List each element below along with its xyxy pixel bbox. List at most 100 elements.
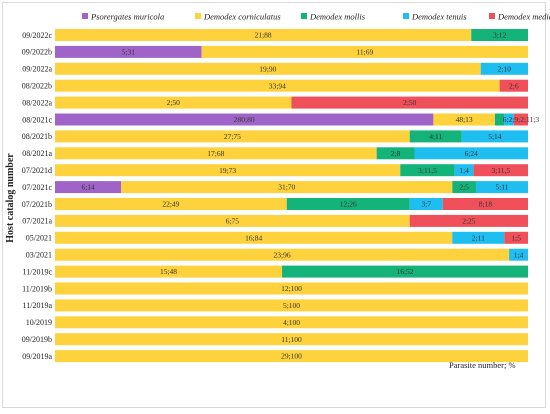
bar-segment-12-2 [504, 231, 528, 244]
bar-label-2-1: 2;10 [498, 64, 512, 73]
bar-label-8-2: 1;4 [459, 166, 469, 175]
category-label-8: 07/2021d [22, 166, 52, 175]
bar-label-2-0: 19;90 [259, 64, 276, 73]
bar-segment-9-1 [121, 181, 453, 194]
bar-segment-7-2 [414, 147, 528, 160]
bar-label-11-0: 6;75 [226, 217, 240, 226]
category-label-15: 11/2019b [22, 284, 52, 293]
category-label-4: 08/2022a [22, 98, 52, 107]
bar-label-0-1: 3;12 [493, 31, 507, 40]
legend-swatch-1 [195, 13, 201, 19]
category-label-16: 11/2019a [23, 301, 53, 310]
bar-segment-6-1 [409, 130, 462, 143]
bar-label-0-0: 21;88 [255, 31, 272, 40]
legend-label-3: Demodex tenuis [411, 12, 467, 22]
category-label-9: 07/2021c [22, 183, 52, 192]
bars-area: 21;88 3;12 5;31 11;69 19;90 2;10 33;94 2;6 2;50 2… [55, 29, 540, 363]
legend-label-1: Demodex corniculatus [203, 12, 281, 22]
bar-segment-11-0 [55, 214, 410, 227]
bar-segment-3-0 [55, 79, 500, 92]
bar-segment-10-2 [409, 198, 443, 210]
bar-label-6-1: 4;11 [429, 132, 442, 141]
bar-segment-12-1 [452, 231, 505, 244]
bar-segment-13-0 [55, 248, 510, 261]
bar-label-9-0: 6;14 [81, 183, 95, 192]
bar-label-4-0: 2;50 [167, 98, 181, 107]
bar-label-9-3: 5;11 [495, 183, 508, 192]
bar-segment-15-0 [55, 282, 528, 295]
category-label-19: 09/2019a [22, 352, 52, 361]
legend-label-0: Psorergates muricola [90, 12, 164, 22]
category-label-14: 11/2019c [23, 267, 53, 276]
bar-segment-8-1 [400, 164, 455, 177]
bar-label-11-1: 2;25 [462, 217, 476, 226]
bar-label-18-0: 11;100 [281, 335, 302, 344]
bar-label-10-2: 3;7 [422, 200, 432, 209]
bar-label-12-0: 16;84 [245, 233, 262, 242]
bar-label-10-0: 22;49 [162, 200, 179, 209]
bar-segment-6-0 [55, 130, 410, 143]
legend-label-4: Demodex medicris [497, 12, 550, 22]
legend-swatch-2 [301, 13, 307, 19]
bar-segment-9-3 [475, 181, 528, 194]
bar-segment-2-0 [55, 62, 481, 75]
bar-label-7-2: 6;24 [465, 149, 479, 158]
bar-segment-4-1 [291, 96, 528, 109]
bar-label-6-2: 5;14 [488, 132, 502, 141]
category-label-6: 08/2021b [22, 132, 52, 141]
bar-label-9-1: 31;70 [278, 183, 295, 192]
bar-label-15-0: 12;100 [281, 284, 302, 293]
bar-segment-16-0 [55, 299, 528, 312]
category-labels: 09/2022c 09/2022b 09/2022a 08/2022b 08/2022a… [22, 31, 53, 361]
bar-segment-4-0 [55, 96, 292, 109]
bar-label-5-4: 6;2;9;2;11;3 [503, 115, 540, 124]
category-label-2: 09/2022a [22, 65, 52, 74]
bar-label-10-1: 12;26 [340, 200, 357, 209]
bar-segment-5-0 [55, 113, 434, 126]
bar-label-8-1: 3;11,5 [418, 166, 437, 175]
bar-label-12-1: 2;11 [472, 233, 485, 242]
bar-segment-6-2 [461, 130, 528, 143]
bar-segment-19-0 [55, 350, 528, 363]
bar-segment-5-3 [504, 113, 514, 126]
category-label-1: 09/2022b [22, 48, 52, 57]
bar-segment-17-0 [55, 316, 528, 329]
bar-segment-1-0 [55, 45, 202, 58]
bar-segment-10-0 [55, 198, 287, 210]
legend-swatch-0 [82, 13, 88, 19]
bar-segment-5-1 [433, 113, 495, 126]
bar-segment-3-1 [499, 79, 528, 92]
category-label-18: 09/2019b [22, 335, 52, 344]
category-label-12: 05/2021 [26, 234, 52, 243]
x-axis-title: Parasite number; % [449, 360, 516, 370]
bar-segment-10-1 [286, 198, 410, 210]
bar-label-7-0: 17;68 [207, 149, 224, 158]
bar-segment-0-1 [471, 29, 528, 41]
bar-label-19-0: 29;100 [281, 352, 302, 361]
bar-label-3-1: 2;6 [509, 81, 519, 90]
bar-label-13-1: 1;4 [514, 250, 524, 259]
bar-segment-12-0 [55, 231, 453, 244]
bar-segment-18-0 [55, 333, 528, 346]
bar-label-1-1: 11;69 [356, 48, 373, 57]
bar-label-6-0: 27;75 [224, 132, 241, 141]
bar-segment-7-0 [55, 147, 377, 160]
category-label-10: 07/2021b [22, 200, 52, 209]
bar-label-17-0: 4;100 [283, 318, 300, 327]
bar-segment-7-1 [376, 147, 415, 160]
bar-segment-8-3 [473, 164, 528, 177]
bar-label-13-0: 23;96 [273, 250, 290, 259]
category-label-0: 09/2022c [22, 31, 52, 40]
bar-segment-10-3 [442, 198, 528, 210]
bar-label-14-1: 16;52 [396, 267, 413, 276]
category-label-11: 07/2021a [22, 217, 52, 226]
bar-segment-0-0 [55, 29, 472, 41]
legend: Psorergates muricola Demodex corniculatus… [82, 12, 550, 22]
bar-segment-2-1 [480, 62, 528, 75]
category-label-17: 10/2019 [26, 318, 52, 327]
bar-segment-13-1 [509, 248, 528, 261]
bar-label-1-0: 5;31 [122, 48, 136, 57]
bar-label-9-2: 2;5 [459, 183, 469, 192]
bar-label-4-1: 2;50 [403, 98, 417, 107]
